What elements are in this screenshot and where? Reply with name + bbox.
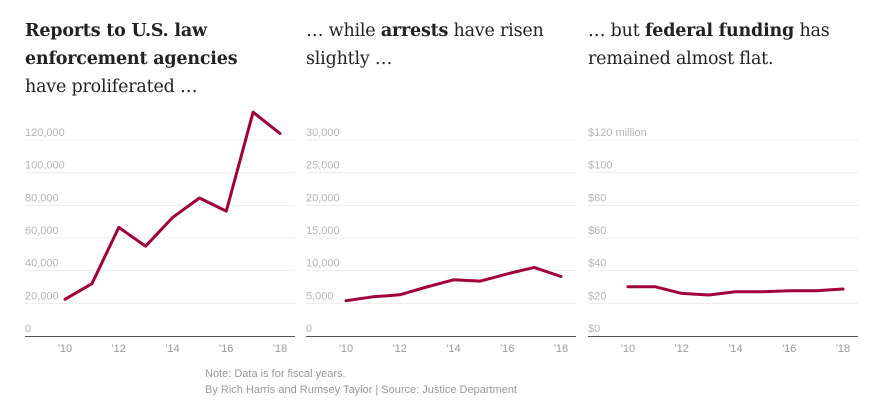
y-tick-label: 120,000 <box>25 127 65 139</box>
reports-chart: 0 20,000 40,000 60,000 80,000 100,000 120,000 '… <box>25 110 295 355</box>
x-tick-label: '18 <box>273 343 287 355</box>
x-tick-label: '18 <box>554 343 568 355</box>
title-text: have risen slightly … <box>306 21 544 69</box>
arrests-chart: 0 5,000 10,000 15,000 20,000 25,000 30,000 '10 '… <box>306 127 576 355</box>
title-text: have proliferated … <box>25 77 198 97</box>
y-tick-label: $80 <box>588 192 606 204</box>
x-tick-label: '10 <box>339 343 353 355</box>
panel-funding: … but federal funding has remained almos… <box>588 0 868 360</box>
y-tick-label: 20,000 <box>306 192 340 204</box>
y-tick-label: $0 <box>588 323 600 335</box>
y-tick-label: 60,000 <box>25 225 59 237</box>
x-tick-label: '14 <box>165 343 179 355</box>
y-tick-label: 40,000 <box>25 258 59 270</box>
x-tick-label: '16 <box>219 343 233 355</box>
series-line <box>626 285 845 297</box>
title-text: … but <box>588 21 645 41</box>
series-line <box>344 265 563 303</box>
y-tick-label: 15,000 <box>306 225 340 237</box>
title-text: has remained almost flat. <box>588 21 830 69</box>
x-tick-label: '12 <box>112 343 126 355</box>
x-tick-label: '16 <box>782 343 796 355</box>
y-tick-label: 30,000 <box>306 127 340 139</box>
title-bold: federal funding <box>644 21 795 41</box>
y-tick-label: $20 <box>588 290 606 302</box>
notes: Note: Data is for fiscal years. By Rich … <box>205 366 517 398</box>
y-tick-label: 0 <box>306 323 312 335</box>
y-tick-label: 10,000 <box>306 258 340 270</box>
panel-reports: Reports to U.S. law enforcement agencies… <box>25 0 305 360</box>
title-bold: arrests <box>380 21 449 41</box>
y-tick-label: $100 <box>588 160 612 172</box>
y-tick-label: 25,000 <box>306 160 340 172</box>
x-tick-label: '18 <box>836 343 850 355</box>
x-tick-label: '12 <box>393 343 407 355</box>
y-tick-label: 5,000 <box>306 290 334 302</box>
note-text: Note: Data is for fiscal years. <box>205 368 346 380</box>
y-tick-label: $120 million <box>588 127 647 139</box>
panel-title: … but federal funding has remained almos… <box>588 17 838 73</box>
funding-chart: $0 $20 $40 $60 $80 $100 $120 million '10 '12 '14 '… <box>588 127 858 355</box>
title-bold: Reports to U.S. law enforcement agencies <box>25 21 238 69</box>
panel-title: Reports to U.S. law enforcement agencies… <box>25 17 275 101</box>
x-tick-label: '14 <box>446 343 460 355</box>
credit-text: By Rich Harris and Rumsey Taylor | Sourc… <box>205 384 517 396</box>
y-tick-label: $40 <box>588 258 606 270</box>
title-text: … while <box>306 21 381 41</box>
y-tick-label: 0 <box>25 323 31 335</box>
x-tick-label: '12 <box>675 343 689 355</box>
x-tick-label: '10 <box>621 343 635 355</box>
x-tick-label: '10 <box>58 343 72 355</box>
x-tick-label: '14 <box>728 343 742 355</box>
panel-title: … while arrests have risen slightly … <box>306 17 556 73</box>
y-tick-label: 20,000 <box>25 290 59 302</box>
panel-arrests: … while arrests have risen slightly … 0 5… <box>306 0 586 360</box>
y-tick-label: $60 <box>588 225 606 237</box>
y-tick-label: 100,000 <box>25 160 65 172</box>
x-tick-label: '16 <box>500 343 514 355</box>
y-tick-label: 80,000 <box>25 192 59 204</box>
